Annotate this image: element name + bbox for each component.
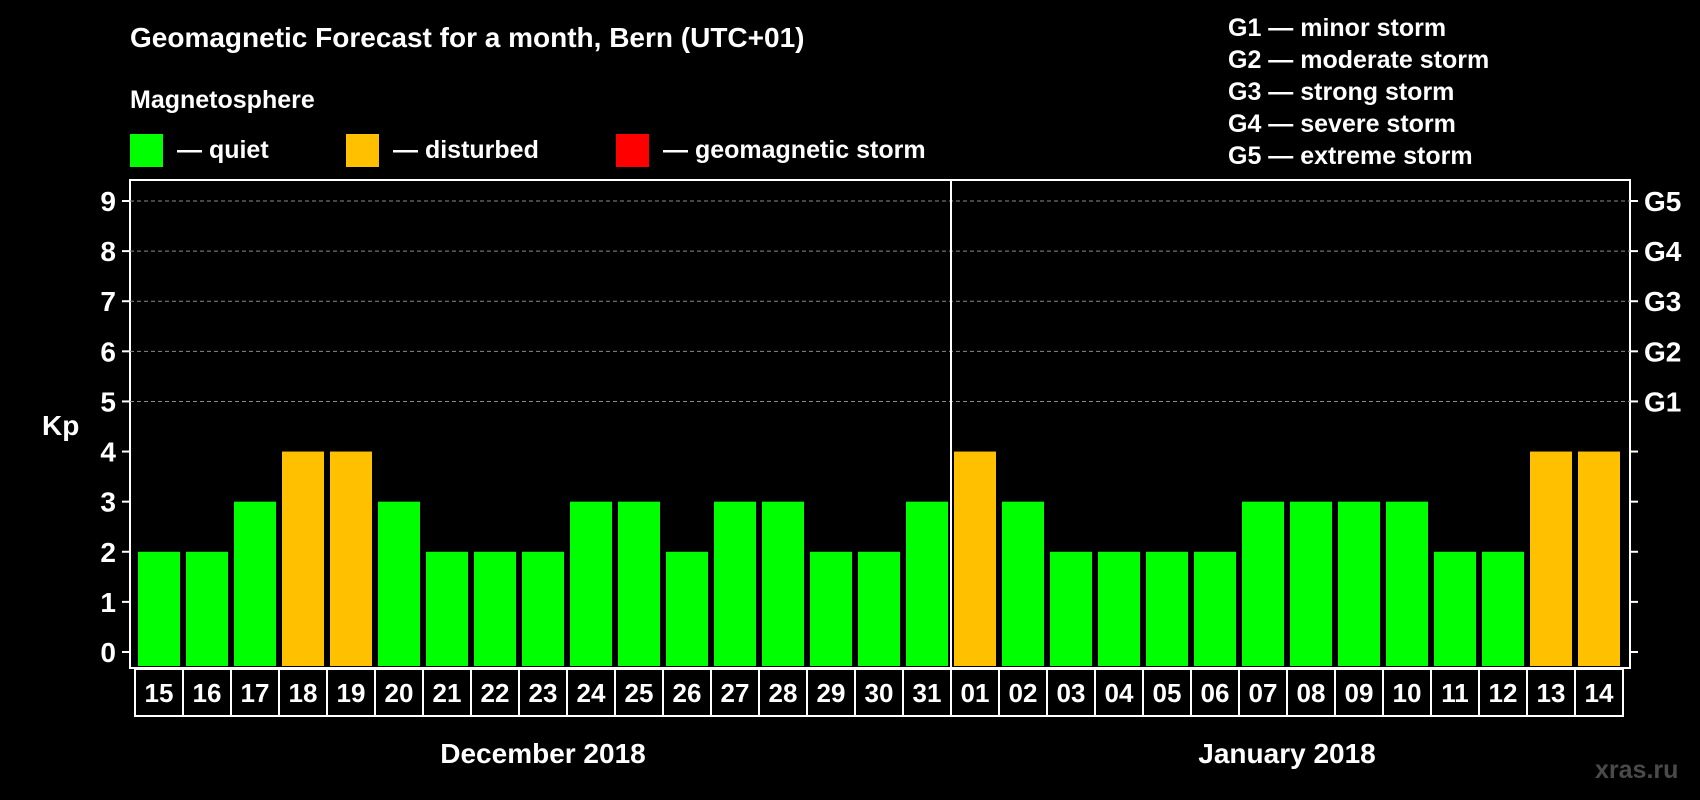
day-label-08: 08 — [1297, 678, 1326, 708]
storm-axis-label-g3: G3 — [1644, 286, 1681, 317]
month-label-0: December 2018 — [440, 738, 645, 769]
bar-06 — [1194, 551, 1236, 666]
day-label-13: 13 — [1537, 678, 1566, 708]
bar-15 — [138, 551, 180, 666]
bar-19 — [330, 451, 372, 666]
day-label-18: 18 — [289, 678, 318, 708]
bar-20 — [378, 501, 420, 666]
storm-axis-label-g2: G2 — [1644, 336, 1681, 367]
bar-09 — [1338, 501, 1380, 666]
bar-28 — [762, 501, 804, 666]
bar-08 — [1290, 501, 1332, 666]
day-label-24: 24 — [577, 678, 606, 708]
day-label-27: 27 — [721, 678, 750, 708]
bar-18 — [282, 451, 324, 666]
bar-04 — [1098, 551, 1140, 666]
bar-14 — [1578, 451, 1620, 666]
day-label-09: 09 — [1345, 678, 1374, 708]
day-label-28: 28 — [769, 678, 798, 708]
storm-axis-label-g1: G1 — [1644, 386, 1681, 417]
bar-21 — [426, 551, 468, 666]
y-axis-label: Kp — [42, 410, 80, 441]
y-tick-label: 1 — [100, 587, 116, 618]
y-tick-label: 9 — [100, 186, 116, 217]
y-tick-label: 0 — [100, 637, 116, 668]
day-label-22: 22 — [481, 678, 510, 708]
storm-scale-g4: G4 — severe storm — [1228, 110, 1456, 138]
storm-scale-g5: G5 — extreme storm — [1228, 142, 1473, 170]
legend-swatch-storm — [616, 134, 649, 167]
bar-02 — [1002, 501, 1044, 666]
bar-05 — [1146, 551, 1188, 666]
bar-24 — [570, 501, 612, 666]
day-label-12: 12 — [1489, 678, 1518, 708]
y-tick-label: 4 — [100, 437, 116, 468]
day-label-26: 26 — [673, 678, 702, 708]
storm-scale-g2: G2 — moderate storm — [1228, 46, 1490, 74]
day-label-04: 04 — [1105, 678, 1134, 708]
storm-scale-g3: G3 — strong storm — [1228, 78, 1455, 106]
legend-swatch-quiet — [130, 134, 163, 167]
bar-13 — [1530, 451, 1572, 666]
y-tick-label: 8 — [100, 236, 116, 267]
day-label-20: 20 — [385, 678, 414, 708]
bar-29 — [810, 551, 852, 666]
day-label-17: 17 — [241, 678, 270, 708]
bar-03 — [1050, 551, 1092, 666]
day-label-15: 15 — [145, 678, 174, 708]
day-label-31: 31 — [913, 678, 942, 708]
watermark: xras.ru — [1595, 756, 1679, 784]
storm-axis-label-g5: G5 — [1644, 186, 1681, 217]
day-label-11: 11 — [1441, 678, 1469, 708]
day-label-10: 10 — [1393, 678, 1422, 708]
storm-axis-label-g4: G4 — [1644, 236, 1682, 267]
bar-12 — [1482, 551, 1524, 666]
day-label-01: 01 — [961, 678, 990, 708]
bar-30 — [858, 551, 900, 666]
day-label-29: 29 — [817, 678, 846, 708]
bar-26 — [666, 551, 708, 666]
day-label-30: 30 — [865, 678, 894, 708]
day-label-06: 06 — [1201, 678, 1230, 708]
day-label-05: 05 — [1153, 678, 1182, 708]
day-label-03: 03 — [1057, 678, 1086, 708]
bar-10 — [1386, 501, 1428, 666]
y-tick-label: 6 — [100, 336, 116, 367]
day-label-02: 02 — [1009, 678, 1038, 708]
day-label-16: 16 — [193, 678, 222, 708]
day-label-21: 21 — [433, 678, 462, 708]
legend-label-disturbed: — disturbed — [393, 136, 539, 164]
bar-31 — [906, 501, 948, 666]
bar-01 — [954, 451, 996, 666]
day-label-23: 23 — [529, 678, 558, 708]
legend-label-quiet: — quiet — [177, 136, 269, 164]
legend-swatch-disturbed — [346, 134, 379, 167]
legend-title: Magnetosphere — [130, 86, 315, 114]
day-row-frame — [134, 668, 1624, 717]
day-label-25: 25 — [625, 678, 654, 708]
day-label-19: 19 — [337, 678, 366, 708]
storm-scale-g1: G1 — minor storm — [1228, 14, 1447, 42]
day-label-14: 14 — [1585, 678, 1614, 708]
chart-title: Geomagnetic Forecast for a month, Bern (… — [130, 22, 805, 53]
bar-11 — [1434, 551, 1476, 666]
day-label-07: 07 — [1249, 678, 1278, 708]
bar-16 — [186, 551, 228, 666]
legend-label-storm: — geomagnetic storm — [663, 136, 926, 164]
bar-17 — [234, 501, 276, 666]
bar-07 — [1242, 501, 1284, 666]
bar-23 — [522, 551, 564, 666]
month-label-1: January 2018 — [1198, 738, 1375, 769]
y-tick-label: 7 — [100, 286, 116, 317]
y-tick-label: 3 — [100, 487, 116, 518]
bar-25 — [618, 501, 660, 666]
bar-22 — [474, 551, 516, 666]
y-tick-label: 5 — [100, 386, 116, 417]
bar-27 — [714, 501, 756, 666]
y-tick-label: 2 — [100, 537, 116, 568]
